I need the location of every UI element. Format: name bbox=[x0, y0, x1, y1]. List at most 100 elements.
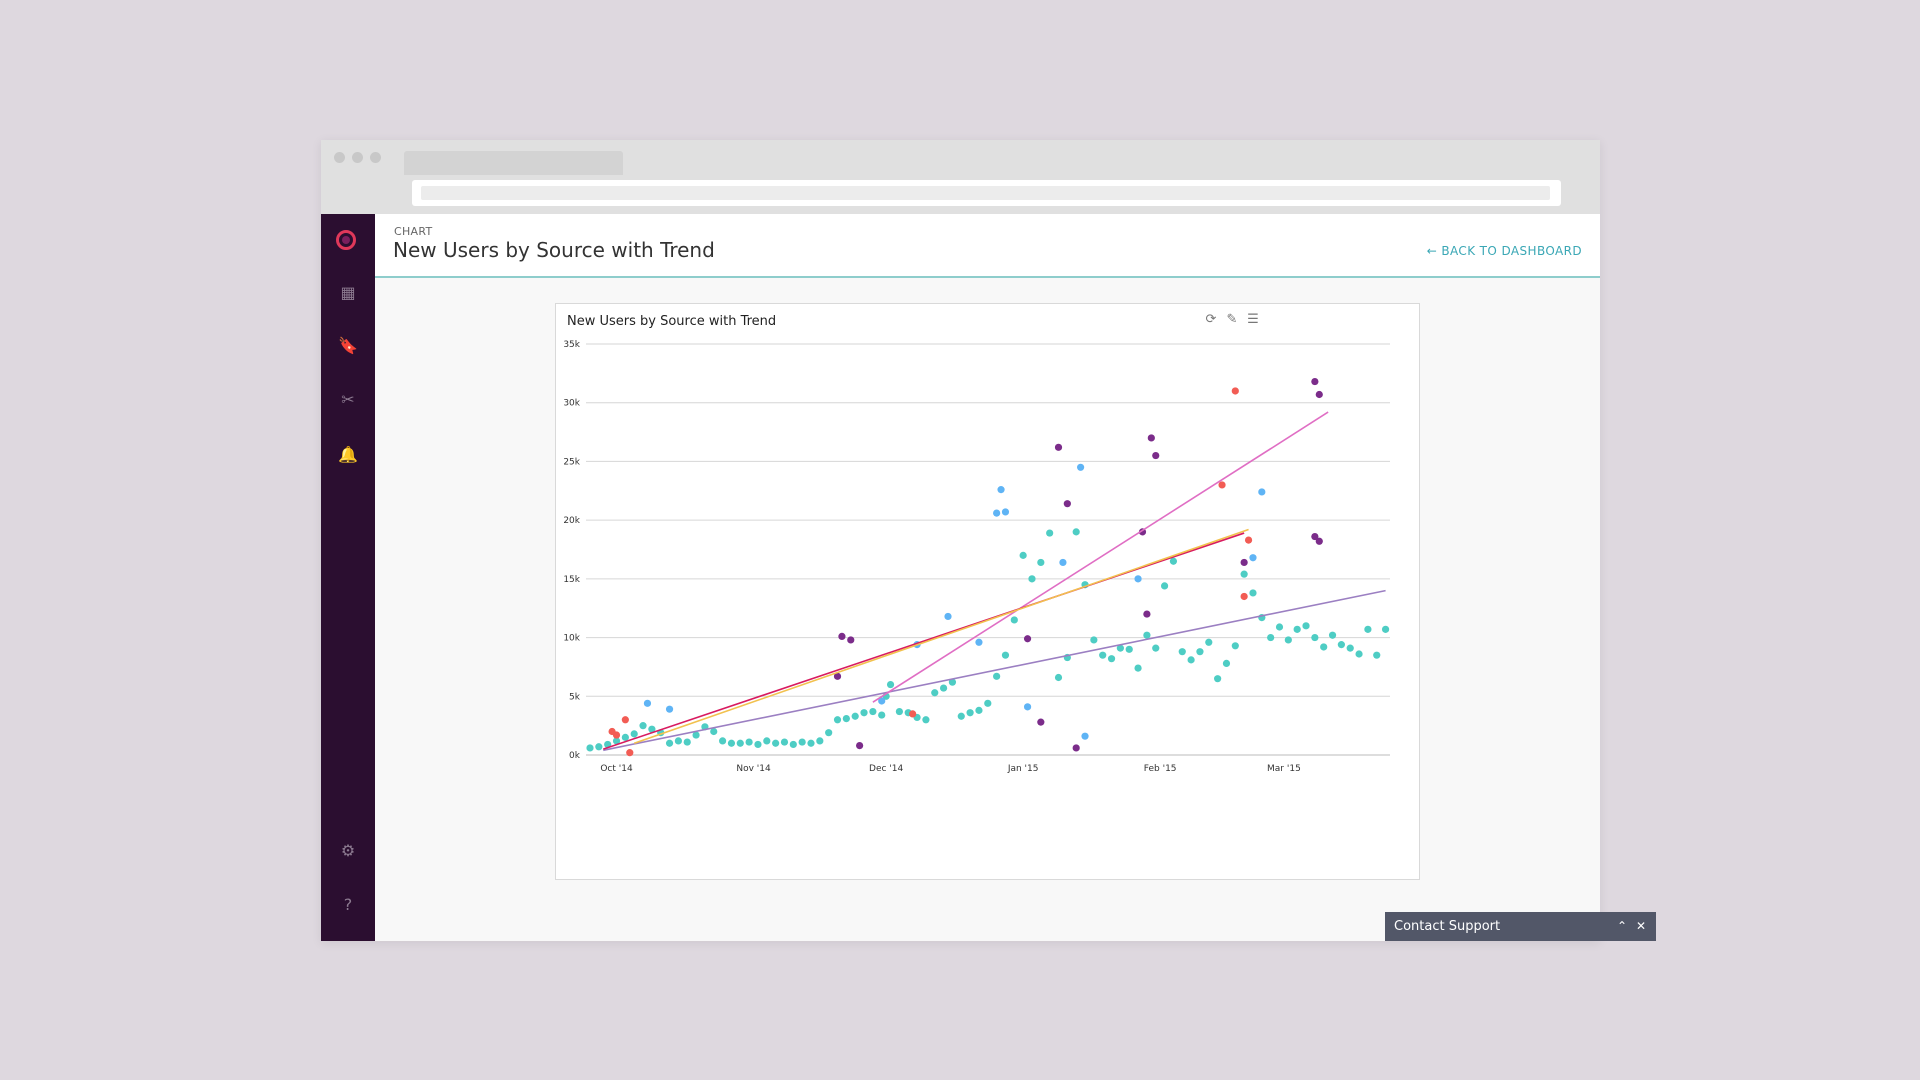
data-point bbox=[1284, 636, 1292, 644]
menu-icon[interactable]: ☰ bbox=[1247, 311, 1259, 327]
data-point bbox=[860, 709, 868, 717]
help-icon[interactable]: ? bbox=[343, 894, 353, 914]
data-point bbox=[993, 509, 1001, 517]
bell-icon[interactable]: 🔔 bbox=[338, 444, 358, 464]
data-point bbox=[856, 742, 864, 750]
data-point bbox=[1328, 631, 1337, 639]
y-tick-label: 30k bbox=[563, 399, 580, 409]
data-point bbox=[1143, 610, 1151, 618]
data-point bbox=[1081, 732, 1089, 740]
data-point bbox=[612, 737, 621, 745]
window-minimize-dot[interactable] bbox=[352, 152, 363, 163]
data-point bbox=[939, 684, 948, 692]
data-point bbox=[1134, 575, 1142, 583]
data-point bbox=[948, 678, 957, 686]
data-point bbox=[1205, 638, 1213, 646]
data-point bbox=[1063, 500, 1071, 508]
data-point bbox=[975, 706, 983, 714]
data-point bbox=[1037, 718, 1045, 726]
app-logo[interactable] bbox=[336, 230, 356, 250]
breadcrumb: CHART bbox=[394, 225, 433, 238]
data-point bbox=[957, 712, 965, 720]
data-point bbox=[1116, 644, 1124, 652]
data-point bbox=[1077, 463, 1085, 471]
page-title: New Users by Source with Trend bbox=[393, 238, 715, 262]
window-close-dot[interactable] bbox=[334, 152, 345, 163]
data-point bbox=[1143, 631, 1151, 639]
data-point bbox=[975, 638, 983, 646]
data-point bbox=[1125, 645, 1133, 653]
data-point bbox=[1178, 648, 1186, 656]
tools-icon[interactable]: ✂ bbox=[341, 389, 355, 409]
edit-icon[interactable]: ✎ bbox=[1226, 311, 1238, 327]
data-point bbox=[1054, 673, 1063, 682]
app-area: ▦ 🔖 ✂ 🔔 ⚙ ? CHART New Users by Source wi… bbox=[321, 214, 1656, 941]
data-point bbox=[1187, 656, 1195, 664]
data-point bbox=[1001, 651, 1010, 659]
data-point bbox=[1275, 623, 1284, 631]
trend-line bbox=[603, 589, 1386, 752]
data-point bbox=[966, 709, 974, 717]
window-maximize-dot[interactable] bbox=[370, 152, 381, 163]
browser-chrome bbox=[321, 140, 1600, 214]
data-point bbox=[1001, 508, 1010, 516]
data-point bbox=[886, 680, 895, 689]
data-point bbox=[780, 738, 789, 746]
data-point bbox=[1244, 536, 1253, 544]
data-point bbox=[1214, 675, 1222, 683]
data-point bbox=[1381, 625, 1390, 633]
dashboard-icon[interactable]: ▦ bbox=[340, 282, 356, 302]
address-bar-field[interactable] bbox=[421, 186, 1550, 200]
data-point bbox=[1222, 659, 1231, 668]
data-point bbox=[736, 739, 744, 747]
y-tick-label: 35k bbox=[563, 340, 580, 350]
data-point bbox=[1196, 648, 1204, 656]
data-point bbox=[639, 722, 647, 730]
data-point bbox=[833, 672, 842, 680]
y-tick-label: 25k bbox=[563, 457, 580, 467]
data-point bbox=[1311, 633, 1319, 642]
data-point bbox=[1258, 488, 1266, 496]
x-tick-label: Mar '15 bbox=[1267, 764, 1301, 774]
x-tick-label: Oct '14 bbox=[600, 764, 633, 774]
data-point bbox=[922, 716, 930, 724]
address-bar[interactable] bbox=[412, 180, 1561, 206]
data-point bbox=[665, 739, 674, 747]
collapse-icon[interactable]: ⌃ bbox=[1616, 919, 1628, 933]
data-point bbox=[847, 636, 855, 644]
data-point bbox=[1293, 625, 1301, 633]
data-point bbox=[1023, 703, 1032, 711]
refresh-icon[interactable]: ⟳ bbox=[1205, 311, 1217, 327]
data-point bbox=[1218, 481, 1226, 489]
bookmark-icon[interactable]: 🔖 bbox=[338, 335, 358, 355]
contact-support-label: Contact Support bbox=[1394, 919, 1501, 934]
data-point bbox=[772, 739, 780, 747]
data-point bbox=[727, 739, 736, 747]
close-icon[interactable]: ✕ bbox=[1635, 919, 1647, 933]
browser-tab[interactable] bbox=[404, 151, 623, 175]
data-point bbox=[626, 749, 634, 757]
page-header: CHART New Users by Source with Trend ← B… bbox=[375, 214, 1600, 278]
data-point bbox=[595, 743, 603, 751]
data-point bbox=[763, 737, 771, 745]
data-point bbox=[1346, 644, 1354, 652]
data-point bbox=[1046, 529, 1054, 537]
data-point bbox=[984, 699, 992, 707]
data-point bbox=[1315, 390, 1323, 399]
contact-support-widget[interactable]: Contact Support ⌃ ✕ bbox=[1385, 912, 1656, 941]
data-point bbox=[630, 730, 638, 738]
arrow-left-icon: ← bbox=[1426, 244, 1438, 258]
data-point bbox=[1152, 451, 1160, 460]
data-point bbox=[1249, 589, 1257, 597]
data-point bbox=[1240, 592, 1248, 601]
data-point bbox=[1072, 744, 1080, 752]
data-point bbox=[1231, 387, 1239, 395]
gear-icon[interactable]: ⚙ bbox=[340, 840, 356, 860]
data-point bbox=[612, 731, 621, 739]
data-point bbox=[1134, 664, 1142, 672]
data-point bbox=[997, 486, 1005, 494]
back-to-dashboard-link[interactable]: ← BACK TO DASHBOARD bbox=[1427, 244, 1582, 258]
data-point bbox=[878, 697, 886, 705]
data-point bbox=[1107, 655, 1116, 663]
back-to-dashboard-label: BACK TO DASHBOARD bbox=[1441, 244, 1582, 258]
